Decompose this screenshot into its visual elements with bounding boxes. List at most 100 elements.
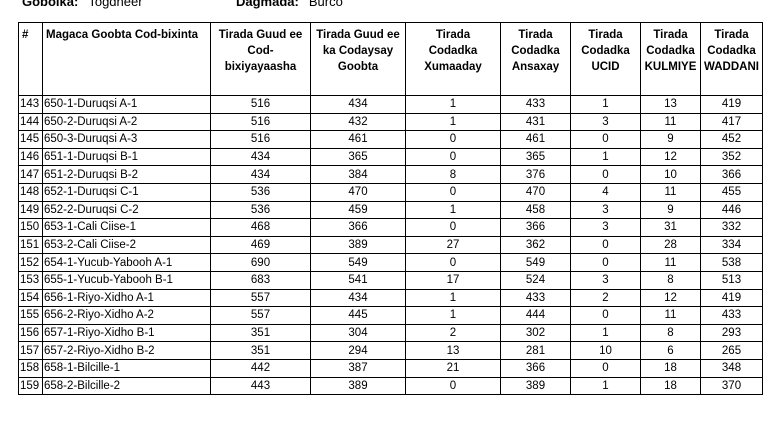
table-cell: 143	[18, 95, 43, 114]
table-row: 143 650-1-Duruqsi A-1 516 434 1 433 1 13 419	[18, 95, 763, 114]
table-cell: 18	[640, 358, 701, 378]
table-cell: 549	[500, 253, 571, 272]
table-cell: 444	[500, 306, 571, 325]
table-cell: 557	[210, 288, 311, 308]
table-cell: 431	[500, 112, 571, 132]
table-cell: 658-2-Bilcille-2	[42, 376, 211, 396]
table-cell: 362	[500, 235, 571, 255]
table-cell: 470	[310, 182, 406, 202]
table-cell: 12	[640, 147, 701, 167]
table-cell: 650-3-Duruqsi A-3	[42, 130, 211, 149]
table-cell: 351	[210, 341, 311, 360]
table-cell: 370	[700, 376, 763, 396]
table-cell: 366	[500, 358, 571, 378]
table-cell: 469	[210, 235, 311, 255]
table-cell: 683	[210, 270, 311, 290]
table-row: 147 651-2-Duruqsi B-2 434 384 8 376 0 10 366	[18, 165, 763, 184]
table-cell: 650-1-Duruqsi A-1	[42, 95, 211, 114]
table-cell: 376	[500, 165, 571, 184]
table-cell: 455	[700, 182, 763, 202]
table-cell: 152	[18, 253, 43, 272]
table-cell: 657-2-Riyo-Xidho B-2	[42, 341, 211, 360]
table-cell: 653-1-Cali Ciise-1	[42, 218, 211, 237]
table-cell: 0	[405, 147, 501, 167]
table-cell: 2	[405, 323, 501, 343]
table-cell: 656-2-Riyo-Xidho A-2	[42, 306, 211, 325]
table-cell: 654-1-Yucub-Yabooh A-1	[42, 253, 211, 272]
table-cell: 144	[18, 112, 43, 132]
table-row: 156 657-1-Riyo-Xidho B-1 351 304 2 302 1 8 293	[18, 323, 763, 343]
table-cell: 433	[700, 306, 763, 325]
table-cell: 366	[500, 218, 571, 237]
table-cell: 470	[500, 182, 571, 202]
table-cell: 658-1-Bilcille-1	[42, 358, 211, 378]
table-cell: 334	[700, 235, 763, 255]
table-cell: 0	[570, 358, 641, 378]
table-cell: 149	[18, 200, 43, 220]
table-cell: 461	[310, 130, 406, 149]
table-row: 155 656-2-Riyo-Xidho A-2 557 445 1 444 0 11 433	[18, 306, 763, 325]
table-cell: 0	[570, 130, 641, 149]
table-cell: 655-1-Yucub-Yabooh B-1	[42, 270, 211, 290]
table-row: 150 653-1-Cali Ciise-1 468 366 0 366 3 31 332	[18, 218, 763, 237]
table-cell: 2	[570, 288, 641, 308]
table-cell: 389	[500, 376, 571, 396]
table-cell: 1	[570, 376, 641, 396]
table-cell: 281	[500, 341, 571, 360]
table-cell: 17	[405, 270, 501, 290]
table-cell: 0	[570, 306, 641, 325]
table-cell: 158	[18, 358, 43, 378]
table-cell: 1	[570, 323, 641, 343]
table-cell: 461	[500, 130, 571, 149]
table-row: 154 656-1-Riyo-Xidho A-1 557 434 1 433 2 12 419	[18, 288, 763, 308]
table-cell: 302	[500, 323, 571, 343]
table-cell: 452	[700, 130, 763, 149]
table-cell: 293	[700, 323, 763, 343]
table-row: 152 654-1-Yucub-Yabooh A-1 690 549 0 549 0 11 53…	[18, 253, 763, 272]
table-cell: 0	[405, 253, 501, 272]
column-header: Tirada Codadka KULMIYE	[640, 22, 701, 96]
table-cell: 159	[18, 376, 43, 396]
table-cell: 1	[570, 147, 641, 167]
table-cell: 434	[210, 165, 311, 184]
table-cell: 365	[310, 147, 406, 167]
table-body: 143 650-1-Duruqsi A-1 516 434 1 433 1 13 419 144 6…	[18, 95, 763, 396]
table-cell: 10	[640, 165, 701, 184]
table-cell: 433	[500, 288, 571, 308]
column-header: Tirada Guud ee ka Codaysay Goobta	[310, 22, 406, 96]
table-cell: 433	[500, 95, 571, 114]
table-row: 158 658-1-Bilcille-1 442 387 21 366 0 18 348	[18, 358, 763, 378]
table-cell: 650-2-Duruqsi A-2	[42, 112, 211, 132]
table-cell: 352	[700, 147, 763, 167]
table-cell: 513	[700, 270, 763, 290]
table-cell: 1	[405, 288, 501, 308]
table-cell: 151	[18, 235, 43, 255]
region-line: Gobolka: Togdheer	[22, 0, 143, 9]
table-cell: 432	[310, 112, 406, 132]
column-header: Magaca Goobta Cod-bixinta	[42, 22, 211, 96]
table-cell: 459	[310, 200, 406, 220]
table-cell: 0	[405, 376, 501, 396]
column-header: Tirada Codadka Ansaxay	[500, 22, 571, 96]
table-cell: 1	[405, 200, 501, 220]
table-cell: 1	[405, 306, 501, 325]
table-cell: 265	[700, 341, 763, 360]
table-cell: 652-1-Duruqsi C-1	[42, 182, 211, 202]
table-cell: 11	[640, 306, 701, 325]
table-cell: 458	[500, 200, 571, 220]
table-row: 144 650-2-Duruqsi A-2 516 432 1 431 3 11 417	[18, 112, 763, 132]
table-cell: 652-2-Duruqsi C-2	[42, 200, 211, 220]
table-cell: 13	[405, 341, 501, 360]
table-cell: 442	[210, 358, 311, 378]
table-row: 149 652-2-Duruqsi C-2 536 459 1 458 3 9 446	[18, 200, 763, 220]
table-row: 145 650-3-Duruqsi A-3 516 461 0 461 0 9 452	[18, 130, 763, 149]
header-row: # Magaca Goobta Cod-bixinta Tirada Guud ee…	[18, 22, 763, 96]
table-cell: 332	[700, 218, 763, 237]
table-cell: 12	[640, 288, 701, 308]
table-cell: 31	[640, 218, 701, 237]
table-row: 157 657-2-Riyo-Xidho B-2 351 294 13 281 10 6 265	[18, 341, 763, 360]
table-cell: 419	[700, 288, 763, 308]
district-line: Dagmada: Burco	[236, 0, 343, 9]
table-cell: 11	[640, 112, 701, 132]
table-cell: 0	[405, 130, 501, 149]
